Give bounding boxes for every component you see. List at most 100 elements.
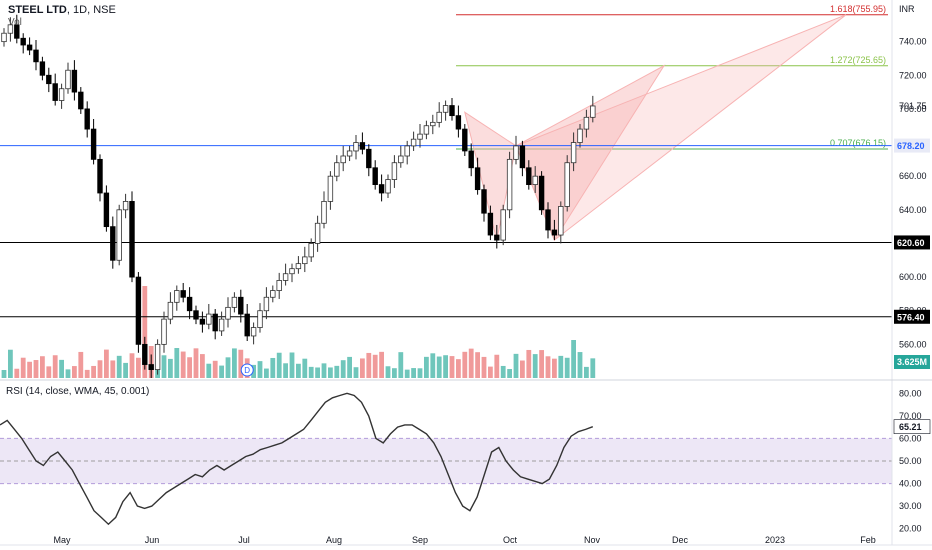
volume-bar[interactable]	[392, 368, 397, 378]
candle-body[interactable]	[84, 108, 90, 130]
candle-body[interactable]	[193, 310, 199, 320]
volume-bar[interactable]	[238, 349, 244, 378]
candle-body[interactable]	[474, 167, 481, 191]
volume-bar[interactable]	[264, 368, 269, 378]
candle-body[interactable]	[334, 162, 340, 177]
volume-bar[interactable]	[161, 355, 167, 378]
candle-body[interactable]	[398, 155, 404, 164]
rsi-line[interactable]	[0, 392, 594, 526]
candle-body[interactable]	[442, 105, 449, 113]
candle-body[interactable]	[378, 184, 385, 194]
candle-body[interactable]	[71, 69, 78, 93]
volume-bar[interactable]	[200, 354, 205, 378]
candle-body[interactable]	[289, 268, 295, 275]
candle-body[interactable]	[263, 296, 270, 312]
candle-body[interactable]	[78, 91, 84, 110]
volume-bar[interactable]	[398, 352, 404, 378]
candle-body[interactable]	[135, 276, 142, 345]
volume-bar[interactable]	[65, 369, 71, 378]
volume-bar[interactable]	[257, 361, 263, 378]
candle-body[interactable]	[174, 290, 180, 303]
volume-bar[interactable]	[123, 362, 128, 378]
volume-bar[interactable]	[302, 358, 308, 378]
candle-body[interactable]	[282, 273, 289, 281]
volume-bar[interactable]	[174, 348, 180, 378]
volume-bar[interactable]	[232, 348, 237, 378]
candle-body[interactable]	[481, 189, 487, 214]
candle-body[interactable]	[161, 318, 167, 345]
volume-bar[interactable]	[558, 355, 564, 378]
candle-body[interactable]	[39, 61, 46, 76]
candle-body[interactable]	[314, 222, 321, 244]
candle-body[interactable]	[532, 175, 538, 185]
volume-bar[interactable]	[571, 340, 576, 378]
volume-bar[interactable]	[590, 358, 596, 378]
candle-body[interactable]	[58, 88, 65, 101]
candle-body[interactable]	[410, 138, 417, 147]
candle-body[interactable]	[513, 145, 519, 160]
rsi-pane[interactable]: 20.00 30.00 40.00 50.00 60.00 70.00 80.00 65.21	[0, 388, 931, 534]
candle-body[interactable]	[46, 74, 52, 85]
volume-bar[interactable]	[488, 366, 493, 378]
candle-body[interactable]	[500, 209, 506, 241]
candle-body[interactable]	[186, 296, 193, 312]
candle-body[interactable]	[308, 243, 314, 258]
candle-body[interactable]	[154, 343, 161, 370]
volume-bar[interactable]	[27, 361, 32, 378]
volume-bar[interactable]	[270, 357, 276, 378]
volume-bar[interactable]	[340, 360, 346, 378]
candle-body[interactable]	[206, 313, 212, 325]
candle-body[interactable]	[545, 209, 551, 231]
volume-bar[interactable]	[276, 352, 282, 378]
candle-body[interactable]	[494, 234, 500, 241]
candle-body[interactable]	[90, 128, 97, 160]
volume-bar[interactable]	[360, 358, 365, 378]
candle-body[interactable]	[26, 44, 33, 51]
volume-bar[interactable]	[283, 363, 288, 378]
volume-bar[interactable]	[424, 356, 429, 378]
volume-bar[interactable]	[462, 351, 468, 378]
candle-body[interactable]	[199, 318, 206, 325]
volume-bar[interactable]	[91, 365, 96, 378]
candle-body[interactable]	[340, 155, 346, 164]
candle-body[interactable]	[346, 150, 353, 157]
volume-bar[interactable]	[116, 355, 122, 378]
volume-bar[interactable]	[379, 351, 384, 378]
candle-body[interactable]	[449, 105, 455, 117]
candle-body[interactable]	[430, 121, 436, 127]
volume-bar[interactable]	[187, 357, 192, 378]
candle-body[interactable]	[538, 175, 545, 211]
volume-bar[interactable]	[456, 359, 461, 378]
candle-body[interactable]	[302, 256, 308, 265]
candle-body[interactable]	[321, 201, 327, 224]
volume-bar[interactable]	[180, 351, 186, 378]
volume-bar[interactable]	[372, 354, 378, 378]
volume-bar[interactable]	[449, 356, 455, 378]
volume-bar[interactable]	[481, 356, 487, 378]
candle-body[interactable]	[180, 290, 186, 298]
volume-bar[interactable]	[520, 360, 525, 378]
candle-body[interactable]	[564, 162, 570, 207]
candle-body[interactable]	[129, 201, 135, 278]
candle-body[interactable]	[276, 280, 282, 291]
candle-body[interactable]	[519, 145, 526, 169]
candle-body[interactable]	[212, 313, 218, 332]
candle-body[interactable]	[250, 327, 257, 337]
candle-body[interactable]	[33, 49, 39, 63]
candle-body[interactable]	[487, 212, 494, 236]
volume-bar[interactable]	[334, 365, 340, 378]
volume-bar[interactable]	[251, 364, 256, 378]
candle-body[interactable]	[404, 145, 410, 157]
candle-body[interactable]	[590, 105, 596, 118]
candle-body[interactable]	[385, 179, 391, 194]
candle-body[interactable]	[231, 296, 238, 308]
volume-bar[interactable]	[129, 353, 135, 378]
candle-body[interactable]	[238, 296, 244, 315]
volume-bar[interactable]	[545, 356, 551, 378]
candle-body[interactable]	[142, 343, 148, 365]
candle-body[interactable]	[423, 125, 430, 135]
candle-body[interactable]	[225, 306, 231, 320]
candle-body[interactable]	[148, 364, 154, 370]
volume-bar[interactable]	[14, 368, 20, 378]
